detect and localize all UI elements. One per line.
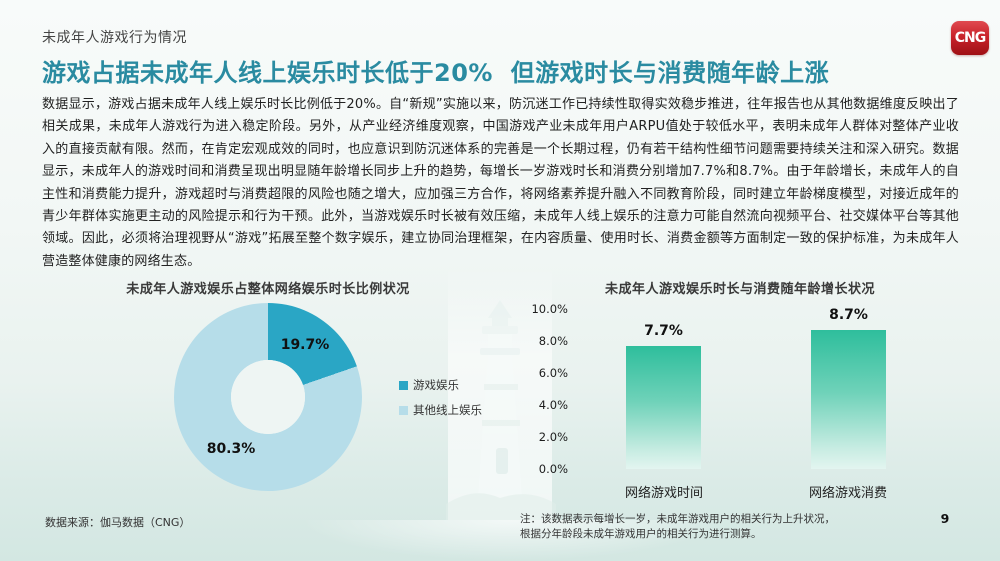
legend-label-game: 游戏娱乐 — [413, 378, 459, 392]
y-tick-label: 2.0% — [538, 430, 568, 444]
cng-logo: CNG — [951, 21, 989, 55]
legend-swatch-game — [399, 380, 408, 390]
bar: 8.7% — [811, 307, 886, 469]
body-paragraph: 数据显示，游戏占据未成年人线上娱乐时长比例低于20%。自“新规”实施以来，防沉迷… — [42, 97, 959, 269]
y-tick-label: 8.0% — [538, 334, 568, 348]
y-tick-label: 4.0% — [538, 398, 568, 412]
y-tick-label: 10.0% — [531, 302, 568, 316]
y-axis: 10.0% 8.0% 6.0% 4.0% 2.0% 0.0% — [508, 302, 568, 482]
page-title: 游戏占据未成年人线上娱乐时长低于20% 但游戏时长与消费随年龄上涨 — [42, 59, 830, 87]
section-label: 未成年人游戏行为情况 — [42, 30, 187, 46]
y-tick-label: 0.0% — [538, 462, 568, 476]
donut-hole — [231, 360, 305, 434]
x-axis-label-spend: 网络游戏消费 — [808, 486, 887, 501]
bar-value-label: 7.7% — [644, 322, 683, 339]
y-tick-label: 6.0% — [538, 366, 568, 380]
legend-label-other: 其他线上娱乐 — [413, 403, 482, 417]
footnote-line-2: 根据分年龄段未成年游戏用户的相关行为进行测算。 — [520, 528, 762, 540]
donut-slice-value-game: 19.7% — [280, 337, 330, 353]
donut-legend: 游戏娱乐 其他线上娱乐 — [399, 377, 482, 427]
cng-logo-text: CNG — [954, 30, 987, 46]
x-axis-label-time: 网络游戏时间 — [624, 486, 703, 501]
donut-slice-value-other: 80.3% — [206, 441, 256, 457]
bar-chart-title: 未成年人游戏娱乐时长与消费随年龄增长状况 — [604, 282, 875, 297]
page-number: 9 — [940, 511, 950, 526]
legend-item-game: 游戏娱乐 — [399, 377, 482, 393]
data-source: 数据来源：伽马数据（CNG） — [45, 516, 191, 529]
footnote: 注：该数据表示每增长一岁，未成年游戏用户的相关行为上升状况， 根据分年龄段未成年… — [520, 512, 835, 542]
donut-chart-title: 未成年人游戏娱乐占整体网络娱乐时长比例状况 — [126, 282, 410, 297]
bar-value-label: 8.7% — [829, 306, 868, 323]
footnote-line-1: 注：该数据表示每增长一岁，未成年游戏用户的相关行为上升状况， — [520, 513, 835, 525]
bar: 7.7% — [626, 323, 701, 469]
legend-swatch-other — [399, 405, 408, 415]
legend-item-other: 其他线上娱乐 — [399, 402, 482, 418]
